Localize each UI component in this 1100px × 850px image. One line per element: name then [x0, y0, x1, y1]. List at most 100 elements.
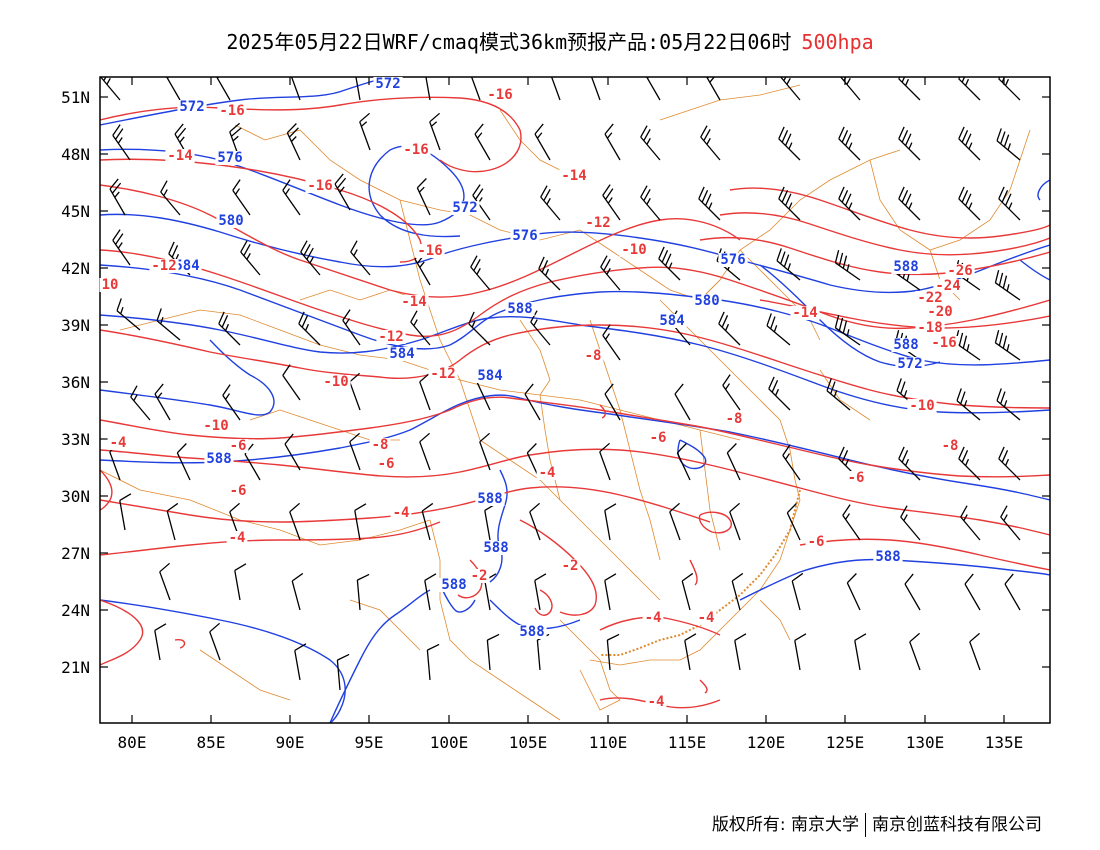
- wind-barb-feather: [116, 298, 122, 311]
- wind-barb-feather: [476, 267, 481, 275]
- wind-barb-feather: [230, 127, 242, 137]
- wind-barb-shaft: [640, 136, 661, 161]
- wind-barb-feather: [426, 72, 432, 76]
- wind-barb-feather: [119, 493, 132, 502]
- wind-barb-feather: [904, 133, 912, 146]
- wind-barb-feather: [1000, 391, 1006, 405]
- wind-barb-feather: [787, 263, 791, 271]
- wind-barb-feather: [968, 142, 973, 150]
- wind-barb-feather: [709, 77, 715, 83]
- wind-barb-feather: [356, 72, 362, 76]
- wind-barb-feather: [229, 122, 241, 133]
- wind-barb-shaft: [416, 187, 431, 216]
- wind-barb-feather: [179, 136, 185, 143]
- wind-barb-feather: [1001, 77, 1006, 83]
- wind-barb-feather: [470, 63, 480, 71]
- wind-barb-feather: [246, 252, 251, 260]
- wind-barb-feather: [117, 242, 123, 249]
- wind-barb-feather: [291, 572, 304, 582]
- wind-barb-feather: [684, 633, 697, 642]
- wind-barb-feather: [541, 260, 549, 273]
- wind-barb-shaft: [842, 515, 861, 541]
- wind-barb-feather: [232, 135, 239, 142]
- wind-barb-feather: [606, 267, 611, 275]
- wind-barb-feather: [165, 64, 173, 74]
- wind-barb-feather: [168, 241, 175, 255]
- wind-barb-shaft: [282, 190, 301, 216]
- wind-barb-feather: [294, 643, 307, 652]
- wind-barb-feather: [419, 432, 431, 443]
- wind-barb-shaft: [998, 458, 1021, 481]
- wind-barb-feather: [782, 444, 791, 456]
- wind-barb-shaft: [840, 77, 861, 101]
- lon-label: 120E: [747, 733, 786, 752]
- lat-label: 45N: [61, 202, 90, 221]
- temperature-contour-label: -14: [167, 148, 192, 164]
- wind-barb-shaft: [669, 511, 681, 541]
- wind-barb-feather: [724, 323, 730, 331]
- wind-barb-feather: [958, 186, 965, 200]
- wind-barb-feather: [726, 443, 737, 454]
- wind-barb-shaft: [778, 198, 801, 221]
- wind-barb-feather: [284, 433, 294, 445]
- wind-barb-feather: [475, 188, 484, 200]
- wind-barb-shaft: [778, 138, 801, 161]
- wind-barb-shaft: [349, 441, 361, 471]
- wind-barb-shaft: [355, 77, 361, 101]
- wind-barb-feather: [1001, 190, 1009, 203]
- wind-barb-shaft: [731, 580, 741, 611]
- wind-barb-feather: [526, 443, 537, 454]
- temperature-contours: [100, 96, 1050, 709]
- lon-label: 100E: [430, 733, 469, 752]
- wind-barb-shaft: [698, 198, 721, 221]
- wind-barb-feather: [301, 315, 309, 328]
- wind-barb-shaft: [530, 321, 551, 346]
- wind-barb-feather: [838, 126, 845, 140]
- wind-barb-shaft: [995, 282, 1021, 301]
- wind-barb-shaft: [898, 458, 921, 481]
- wind-barb-feather: [209, 622, 221, 633]
- wind-barb-feather: [962, 335, 968, 349]
- wind-barb-feather: [788, 202, 793, 210]
- wind-barb-shaft: [700, 136, 721, 161]
- wind-barb-feather: [781, 190, 789, 203]
- wind-barb-feather: [900, 381, 906, 395]
- wind-barb-shaft: [718, 323, 741, 346]
- wind-barb-feather: [334, 173, 344, 185]
- wind-barb-feather: [225, 393, 231, 400]
- wind-barb-shaft: [100, 77, 121, 101]
- wind-barb-shaft: [606, 640, 611, 671]
- wind-barb-feather: [156, 308, 162, 321]
- temperature-contour-label: -4: [229, 530, 246, 546]
- wind-barb-shaft: [726, 452, 741, 481]
- wind-barb-feather: [640, 185, 648, 198]
- temperature-contour-label: -16: [417, 243, 442, 259]
- wind-barb-feather: [538, 256, 545, 270]
- wind-barb-shaft: [284, 443, 301, 471]
- temperature-contour-label: -4: [648, 694, 665, 710]
- wind-barb-feather: [646, 197, 651, 205]
- wind-barb-feather: [788, 142, 793, 150]
- wind-barb-feather: [842, 504, 851, 516]
- temperature-contour-label: -22: [917, 290, 942, 306]
- wind-barb-feather: [416, 178, 427, 189]
- wind-barb-shaft: [484, 580, 491, 611]
- wind-barb-shaft: [240, 251, 261, 276]
- wind-barb-feather: [1000, 131, 1006, 145]
- wind-barb-shaft: [956, 400, 981, 421]
- wind-barb-feather: [643, 129, 651, 142]
- wind-barb-shaft: [846, 582, 861, 611]
- wind-barb-feather: [133, 394, 138, 402]
- temperature-contour-label: -14: [792, 305, 817, 321]
- wind-barb-shaft: [705, 77, 721, 101]
- wind-barb-feather: [360, 121, 368, 127]
- temperature-contour-label: -10: [909, 398, 934, 414]
- temperature-contour-label: -16: [403, 142, 428, 158]
- height-contour-label: 572: [179, 99, 204, 115]
- wind-barb-shaft: [215, 77, 231, 101]
- wind-barb-feather: [115, 233, 124, 245]
- wind-barb-feather: [780, 251, 786, 265]
- wind-barb-shaft: [1000, 516, 1021, 541]
- wind-barb-feather: [353, 249, 358, 257]
- wind-barb-shaft: [900, 516, 921, 541]
